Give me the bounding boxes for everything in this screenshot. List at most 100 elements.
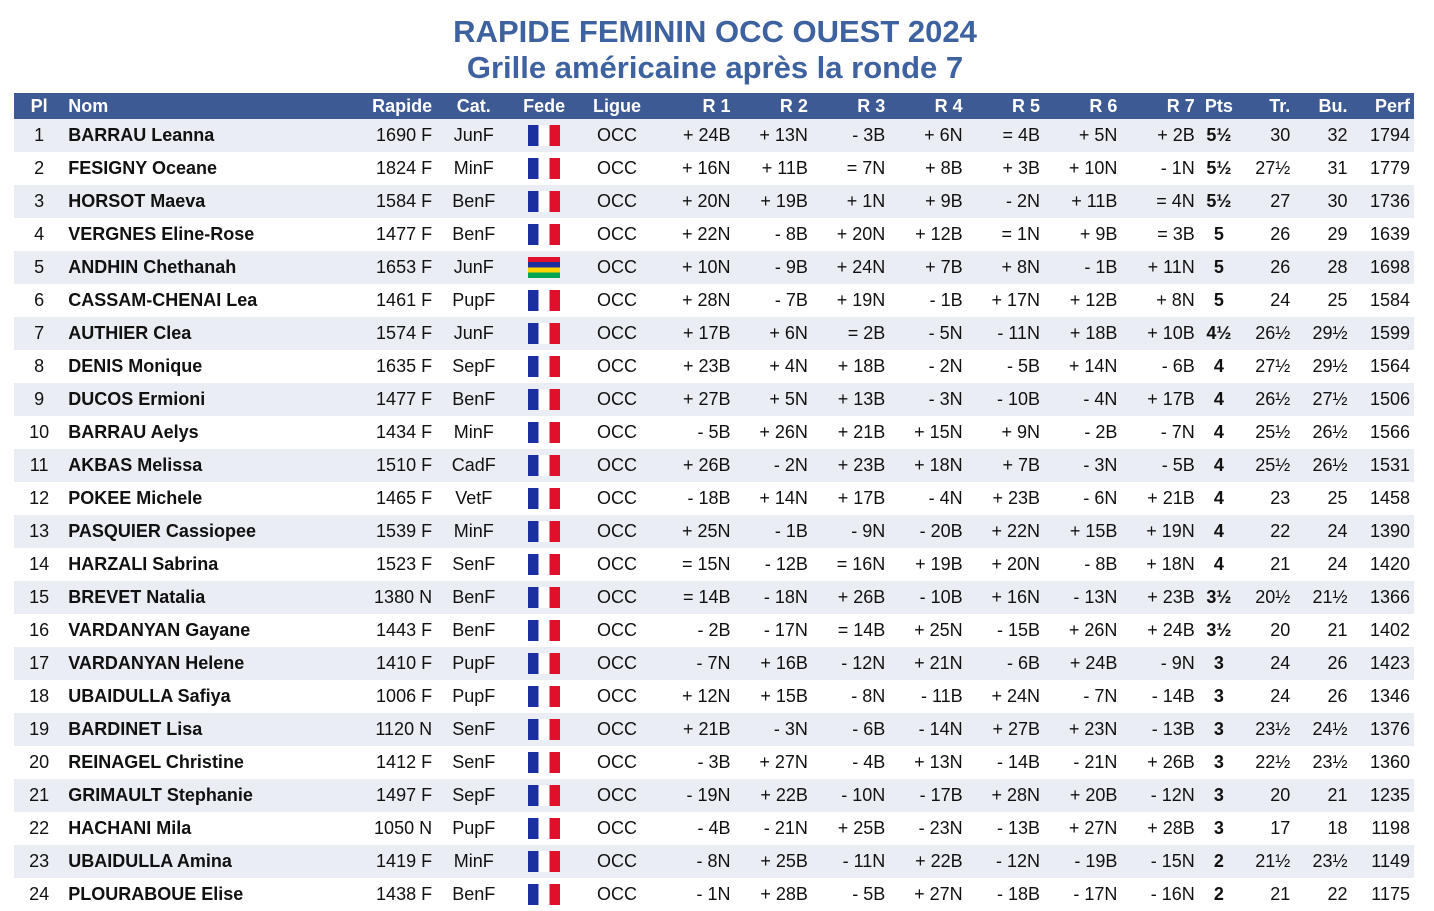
round-7-result[interactable]: - 14B bbox=[1121, 680, 1199, 713]
col-header-r2[interactable]: R 2 bbox=[734, 93, 812, 119]
player-name-link[interactable]: POKEE Michele bbox=[64, 482, 356, 515]
col-header-r1[interactable]: R 1 bbox=[657, 93, 735, 119]
round-1-result[interactable]: - 3B bbox=[657, 746, 735, 779]
round-1-result[interactable]: + 25N bbox=[657, 515, 735, 548]
table-row[interactable]: 22 HACHANI Mila 1050 N PupF OCC - 4B - 21N + 25… bbox=[14, 812, 1414, 845]
table-row[interactable]: 6 CASSAM-CHENAI Lea 1461 F PupF OCC + 28N - 7B… bbox=[14, 284, 1414, 317]
round-5-result[interactable]: + 28N bbox=[966, 779, 1045, 812]
round-5-result[interactable]: + 20N bbox=[966, 548, 1045, 581]
col-header-rapide[interactable]: Rapide bbox=[355, 93, 437, 119]
round-3-result[interactable]: + 18B bbox=[811, 350, 890, 383]
round-5-result[interactable]: - 14B bbox=[966, 746, 1045, 779]
table-row[interactable]: 4 VERGNES Eline-Rose 1477 F BenF OCC + 22N - 8… bbox=[14, 218, 1414, 251]
player-name-link[interactable]: GRIMAULT Stephanie bbox=[64, 779, 356, 812]
round-2-result[interactable]: + 6N bbox=[734, 317, 812, 350]
round-4-result[interactable]: + 27N bbox=[889, 878, 967, 911]
col-header-pts[interactable]: Pts bbox=[1198, 93, 1239, 119]
player-name-link[interactable]: AUTHIER Clea bbox=[64, 317, 356, 350]
round-6-result[interactable]: - 21N bbox=[1044, 746, 1122, 779]
round-7-result[interactable]: - 13B bbox=[1121, 713, 1199, 746]
round-5-result[interactable]: - 6B bbox=[966, 647, 1045, 680]
round-7-result[interactable]: + 10B bbox=[1121, 317, 1199, 350]
round-1-result[interactable]: + 26B bbox=[657, 449, 735, 482]
col-header-ligue[interactable]: Ligue bbox=[576, 93, 658, 119]
col-header-nom[interactable]: Nom bbox=[64, 93, 356, 119]
round-2-result[interactable]: - 18N bbox=[734, 581, 812, 614]
round-3-result[interactable]: = 14B bbox=[811, 614, 890, 647]
round-6-result[interactable]: - 3N bbox=[1044, 449, 1122, 482]
round-6-result[interactable]: + 15B bbox=[1044, 515, 1122, 548]
round-1-result[interactable]: - 8N bbox=[657, 845, 735, 878]
player-name-link[interactable]: UBAIDULLA Safiya bbox=[64, 680, 356, 713]
round-1-result[interactable]: - 7N bbox=[657, 647, 735, 680]
player-name-link[interactable]: DENIS Monique bbox=[64, 350, 356, 383]
round-3-result[interactable]: + 21B bbox=[811, 416, 890, 449]
round-1-result[interactable]: - 1N bbox=[657, 878, 735, 911]
col-header-r7[interactable]: R 7 bbox=[1121, 93, 1199, 119]
round-2-result[interactable]: - 12B bbox=[734, 548, 812, 581]
player-name-link[interactable]: BREVET Natalia bbox=[64, 581, 356, 614]
round-5-result[interactable]: + 3B bbox=[966, 152, 1045, 185]
round-7-result[interactable]: - 15N bbox=[1121, 845, 1199, 878]
round-3-result[interactable]: = 7N bbox=[811, 152, 890, 185]
table-row[interactable]: 13 PASQUIER Cassiopee 1539 F MinF OCC + 25N - … bbox=[14, 515, 1414, 548]
round-7-result[interactable]: - 12N bbox=[1121, 779, 1199, 812]
col-header-r6[interactable]: R 6 bbox=[1044, 93, 1122, 119]
round-1-result[interactable]: - 4B bbox=[657, 812, 735, 845]
round-3-result[interactable]: + 25B bbox=[811, 812, 890, 845]
round-3-result[interactable]: - 3B bbox=[811, 119, 890, 152]
table-row[interactable]: 12 POKEE Michele 1465 F VetF OCC - 18B + 14N + … bbox=[14, 482, 1414, 515]
round-6-result[interactable]: - 4N bbox=[1044, 383, 1122, 416]
round-7-result[interactable]: = 4N bbox=[1121, 185, 1199, 218]
round-2-result[interactable]: + 28B bbox=[734, 878, 812, 911]
round-3-result[interactable]: = 16N bbox=[811, 548, 890, 581]
round-3-result[interactable]: = 2B bbox=[811, 317, 890, 350]
round-1-result[interactable]: = 14B bbox=[657, 581, 735, 614]
round-6-result[interactable]: - 8B bbox=[1044, 548, 1122, 581]
player-name-link[interactable]: BARRAU Leanna bbox=[64, 119, 356, 152]
round-1-result[interactable]: - 5B bbox=[657, 416, 735, 449]
table-row[interactable]: 9 DUCOS Ermioni 1477 F BenF OCC + 27B + 5N + 13… bbox=[14, 383, 1414, 416]
player-name-link[interactable]: AKBAS Melissa bbox=[64, 449, 356, 482]
round-4-result[interactable]: - 4N bbox=[889, 482, 967, 515]
table-row[interactable]: 17 VARDANYAN Helene 1410 F PupF OCC - 7N + 16B… bbox=[14, 647, 1414, 680]
round-4-result[interactable]: - 17B bbox=[889, 779, 967, 812]
round-1-result[interactable]: + 17B bbox=[657, 317, 735, 350]
col-header-perf[interactable]: Perf bbox=[1351, 93, 1414, 119]
round-2-result[interactable]: + 16B bbox=[734, 647, 812, 680]
round-3-result[interactable]: + 23B bbox=[811, 449, 890, 482]
round-2-result[interactable]: + 15B bbox=[734, 680, 812, 713]
round-6-result[interactable]: - 1B bbox=[1044, 251, 1122, 284]
table-row[interactable]: 24 PLOURABOUE Elise 1438 F BenF OCC - 1N + 28B… bbox=[14, 878, 1414, 911]
round-7-result[interactable]: + 24B bbox=[1121, 614, 1199, 647]
round-1-result[interactable]: + 20N bbox=[657, 185, 735, 218]
round-6-result[interactable]: - 6N bbox=[1044, 482, 1122, 515]
round-5-result[interactable]: - 12N bbox=[966, 845, 1045, 878]
round-4-result[interactable]: + 21N bbox=[889, 647, 967, 680]
round-6-result[interactable]: + 10N bbox=[1044, 152, 1122, 185]
round-6-result[interactable]: + 26N bbox=[1044, 614, 1122, 647]
round-2-result[interactable]: - 7B bbox=[734, 284, 812, 317]
table-row[interactable]: 20 REINAGEL Christine 1412 F SenF OCC - 3B + 2… bbox=[14, 746, 1414, 779]
round-1-result[interactable]: + 12N bbox=[657, 680, 735, 713]
round-5-result[interactable]: - 11N bbox=[966, 317, 1045, 350]
round-2-result[interactable]: - 8B bbox=[734, 218, 812, 251]
table-row[interactable]: 19 BARDINET Lisa 1120 N SenF OCC + 21B - 3N - 6… bbox=[14, 713, 1414, 746]
round-3-result[interactable]: - 10N bbox=[811, 779, 890, 812]
round-4-result[interactable]: + 25N bbox=[889, 614, 967, 647]
round-1-result[interactable]: + 10N bbox=[657, 251, 735, 284]
round-1-result[interactable]: + 27B bbox=[657, 383, 735, 416]
round-1-result[interactable]: - 18B bbox=[657, 482, 735, 515]
round-2-result[interactable]: + 22B bbox=[734, 779, 812, 812]
round-5-result[interactable]: + 7B bbox=[966, 449, 1045, 482]
round-4-result[interactable]: - 5N bbox=[889, 317, 967, 350]
round-7-result[interactable]: + 28B bbox=[1121, 812, 1199, 845]
round-3-result[interactable]: - 8N bbox=[811, 680, 890, 713]
round-5-result[interactable]: + 8N bbox=[966, 251, 1045, 284]
round-3-result[interactable]: - 6B bbox=[811, 713, 890, 746]
round-2-result[interactable]: + 19B bbox=[734, 185, 812, 218]
col-header-r4[interactable]: R 4 bbox=[889, 93, 967, 119]
round-4-result[interactable]: + 9B bbox=[889, 185, 967, 218]
round-7-result[interactable]: + 11N bbox=[1121, 251, 1199, 284]
player-name-link[interactable]: VARDANYAN Gayane bbox=[64, 614, 356, 647]
